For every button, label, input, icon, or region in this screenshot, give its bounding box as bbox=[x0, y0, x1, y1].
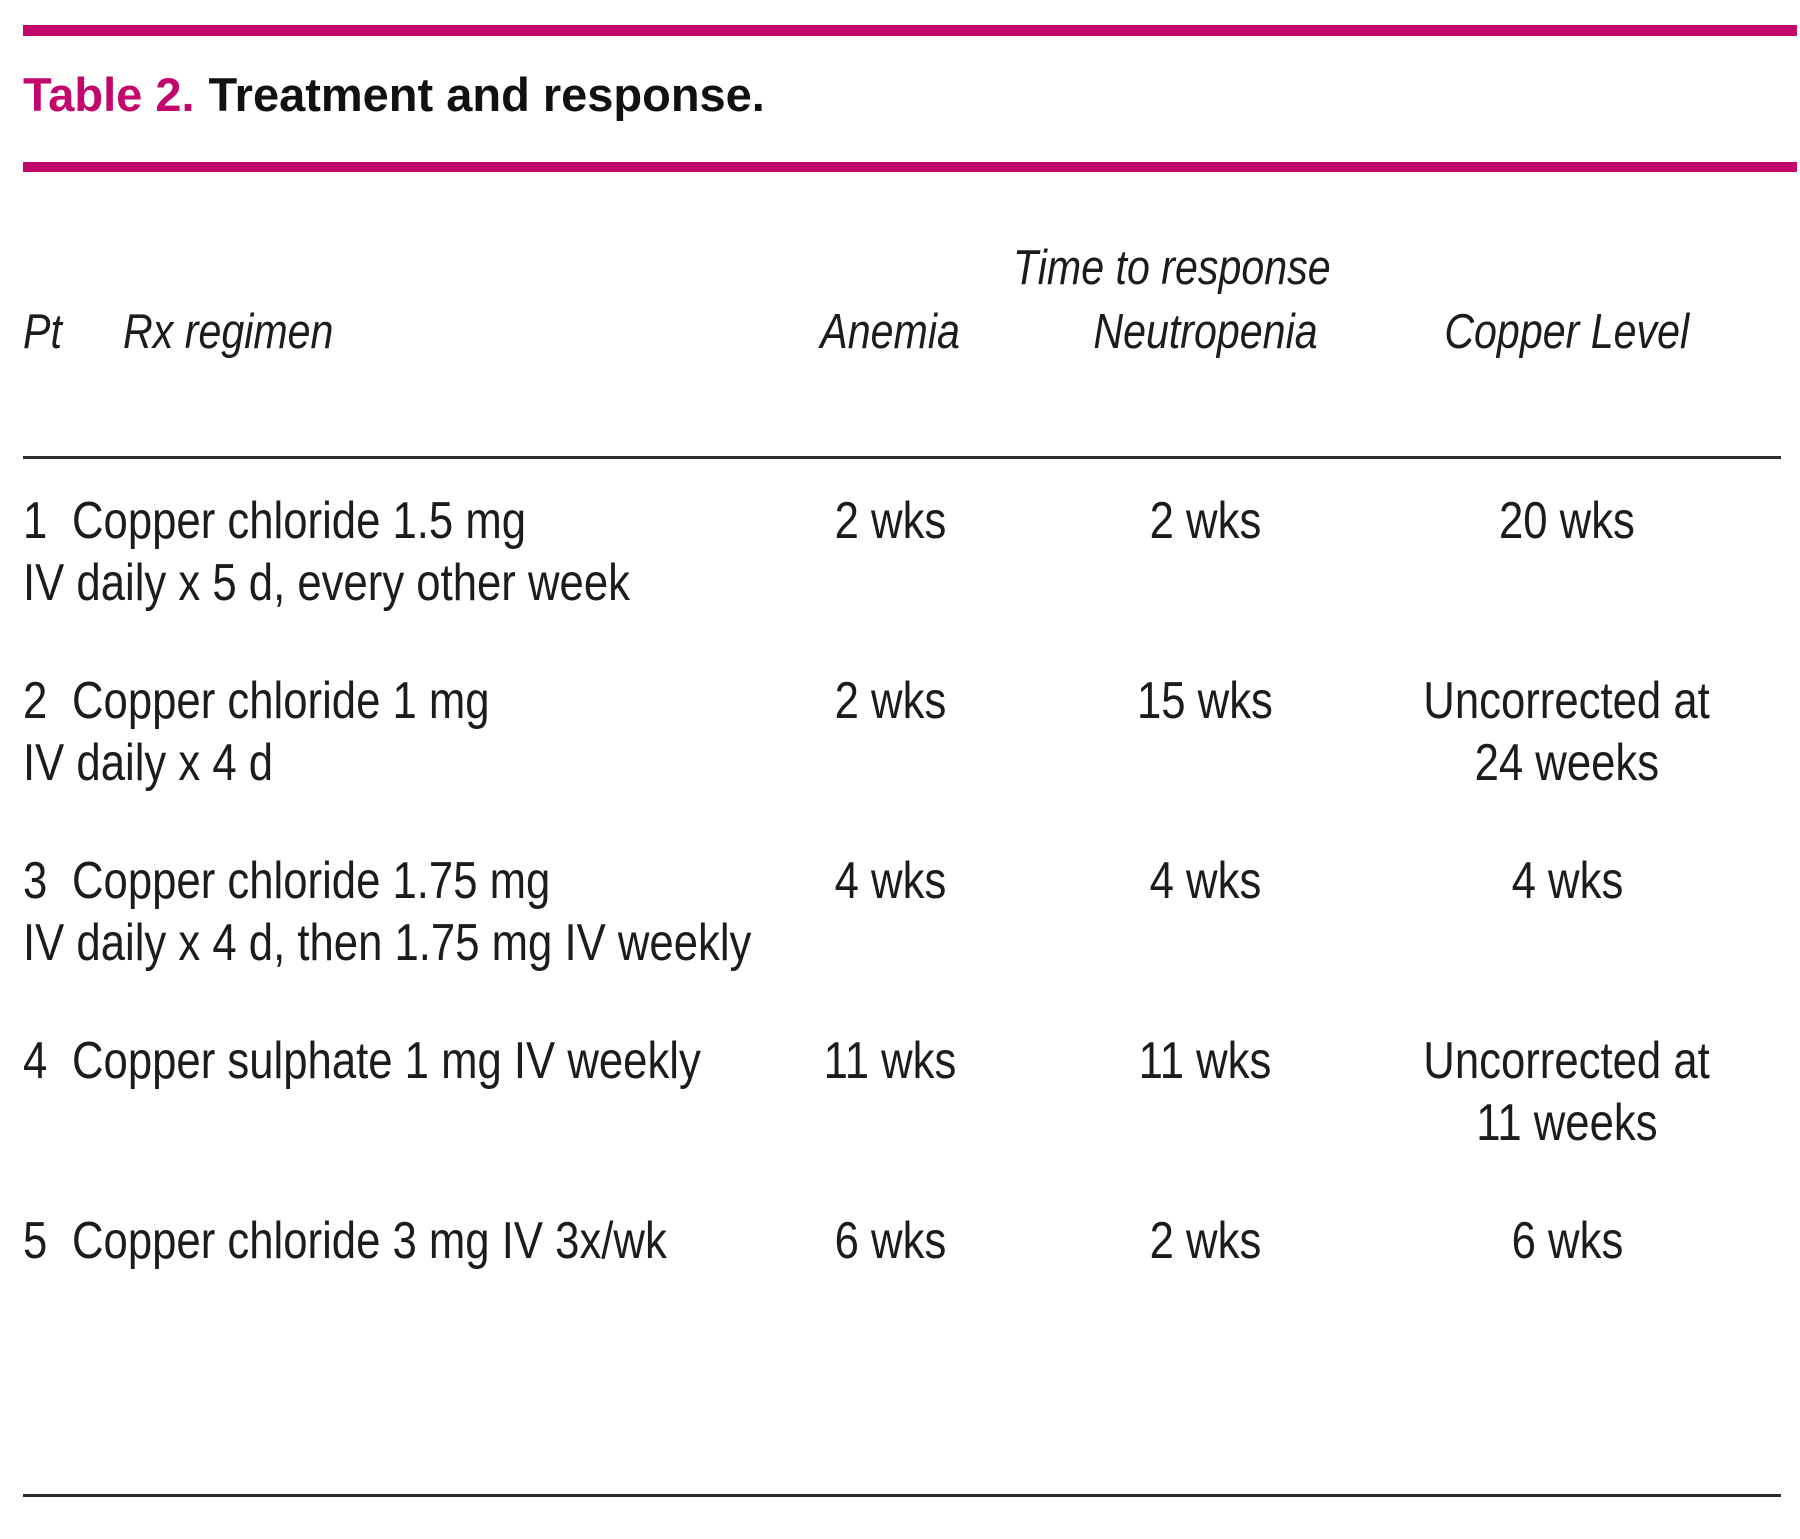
cell-pt: 4 bbox=[23, 1032, 48, 1090]
anemia-value: 2 wks bbox=[834, 672, 946, 730]
cell-regimen: 1 Copper chloride 1.5 mg bbox=[23, 490, 720, 552]
column-header-pt: Pt bbox=[23, 305, 62, 359]
cell-neutropenia: 2 wks bbox=[1060, 1210, 1350, 1272]
copper-value-line1: 20 wks bbox=[1499, 492, 1635, 550]
anemia-value: 6 wks bbox=[834, 1212, 946, 1270]
copper-value-line1: Uncorrected at bbox=[1423, 1032, 1711, 1090]
table-row: 4 Copper sulphate 1 mg IV weekly 11 wks 1… bbox=[0, 1030, 1800, 1154]
cell-regimen-line1: Copper chloride 1.5 mg bbox=[72, 492, 527, 550]
header-cell-pt-regimen: Pt Rx regimen bbox=[23, 302, 720, 362]
bottom-rule bbox=[23, 1494, 1781, 1497]
cell-regimen-line1: Copper sulphate 1 mg IV weekly bbox=[72, 1032, 701, 1090]
neutropenia-value: 15 wks bbox=[1137, 672, 1273, 730]
top-accent-bar bbox=[23, 25, 1797, 36]
cell-copper-line2: 11 weeks bbox=[1350, 1092, 1784, 1154]
table-row: 2 Copper chloride 1 mg 2 wks 15 wks Uncor… bbox=[0, 670, 1800, 794]
cell-copper-line2 bbox=[1350, 552, 1784, 614]
table-row: 5 Copper chloride 3 mg IV 3x/wk 6 wks 2 w… bbox=[0, 1210, 1800, 1272]
cell-regimen-line2: IV daily x 4 d bbox=[23, 732, 720, 794]
header-rule bbox=[23, 456, 1781, 459]
table-row: 1 Copper chloride 1.5 mg 2 wks 2 wks 20 w… bbox=[0, 490, 1800, 614]
cell-pt: 5 bbox=[23, 1212, 48, 1270]
group-header-row: Time to response bbox=[0, 238, 1800, 298]
cell-copper-line2: 24 weeks bbox=[1350, 732, 1784, 794]
table-body: 1 Copper chloride 1.5 mg 2 wks 2 wks 20 w… bbox=[0, 490, 1800, 1328]
cell-regimen-line1: Copper chloride 1 mg bbox=[72, 672, 490, 730]
anemia-value: 11 wks bbox=[823, 1032, 957, 1090]
cell-copper: Uncorrected at bbox=[1350, 670, 1784, 732]
cell-neutropenia: 4 wks bbox=[1060, 850, 1350, 912]
cell-anemia: 2 wks bbox=[720, 670, 1060, 732]
table-title-label: Table 2. bbox=[23, 68, 195, 121]
anemia-value: 4 wks bbox=[834, 852, 946, 910]
copper-value-line1: 6 wks bbox=[1511, 1212, 1623, 1270]
copper-value-line2: 11 weeks bbox=[1476, 1094, 1658, 1152]
header-cell-anemia: Anemia bbox=[720, 302, 1060, 362]
column-header-regimen: Rx regimen bbox=[123, 305, 334, 359]
table-title: Table 2. Treatment and response. bbox=[23, 66, 765, 124]
column-header-neutropenia: Neutropenia bbox=[1092, 305, 1318, 359]
cell-regimen-line2: IV daily x 4 d, then 1.75 mg IV weekly bbox=[23, 912, 751, 974]
cell-pt: 2 bbox=[23, 672, 48, 730]
cell-regimen-line1: Copper chloride 1.75 mg bbox=[72, 852, 551, 910]
cell-regimen-line2 bbox=[23, 1092, 720, 1154]
table-title-text: Treatment and response. bbox=[208, 68, 765, 121]
regimen-line2-text: IV daily x 4 d, then 1.75 mg IV weekly bbox=[23, 914, 752, 972]
anemia-value: 2 wks bbox=[834, 492, 946, 550]
cell-copper: 4 wks bbox=[1350, 850, 1784, 912]
cell-regimen: 3 Copper chloride 1.75 mg bbox=[23, 850, 720, 912]
neutropenia-value: 2 wks bbox=[1149, 1212, 1261, 1270]
cell-anemia: 11 wks bbox=[720, 1030, 1060, 1092]
cell-pt: 3 bbox=[23, 852, 48, 910]
cell-neutropenia: 2 wks bbox=[1060, 490, 1350, 552]
cell-copper: Uncorrected at bbox=[1350, 1030, 1784, 1092]
copper-value-line1: 4 wks bbox=[1511, 852, 1623, 910]
cell-neutropenia: 15 wks bbox=[1060, 670, 1350, 732]
cell-regimen: 2 Copper chloride 1 mg bbox=[23, 670, 720, 732]
cell-anemia: 6 wks bbox=[720, 1210, 1060, 1272]
neutropenia-value: 11 wks bbox=[1138, 1032, 1272, 1090]
neutropenia-value: 4 wks bbox=[1149, 852, 1261, 910]
header-cell-copper-level: Copper Level bbox=[1350, 302, 1784, 362]
title-accent-bar bbox=[23, 162, 1797, 172]
header-cell-neutropenia: Neutropenia bbox=[1060, 302, 1350, 362]
copper-value-line2: 24 weeks bbox=[1474, 734, 1660, 792]
cell-copper: 20 wks bbox=[1350, 490, 1784, 552]
cell-regimen-line1: Copper chloride 3 mg IV 3x/wk bbox=[72, 1212, 667, 1270]
copper-value-line1: Uncorrected at bbox=[1423, 672, 1711, 730]
cell-regimen: 5 Copper chloride 3 mg IV 3x/wk bbox=[23, 1210, 720, 1272]
table-row: 3 Copper chloride 1.75 mg 4 wks 4 wks 4 w… bbox=[0, 850, 1800, 974]
cell-anemia: 2 wks bbox=[720, 490, 1060, 552]
column-header-anemia: Anemia bbox=[820, 305, 960, 359]
neutropenia-value: 2 wks bbox=[1149, 492, 1261, 550]
cell-pt: 1 bbox=[23, 492, 48, 550]
cell-copper: 6 wks bbox=[1350, 1210, 1784, 1272]
cell-neutropenia: 11 wks bbox=[1060, 1030, 1350, 1092]
group-header-time-to-response: Time to response bbox=[1013, 241, 1331, 295]
cell-anemia: 4 wks bbox=[720, 850, 1060, 912]
regimen-line2-text: IV daily x 4 d bbox=[23, 734, 274, 792]
cell-regimen: 4 Copper sulphate 1 mg IV weekly bbox=[23, 1030, 720, 1092]
regimen-line2-text: IV daily x 5 d, every other week bbox=[23, 554, 630, 612]
cell-copper-line2 bbox=[1350, 912, 1784, 974]
column-header-row: Pt Rx regimen Anemia Neutropenia Copper L… bbox=[0, 302, 1800, 362]
cell-regimen-line2: IV daily x 5 d, every other week bbox=[23, 552, 720, 614]
column-header-copper-level: Copper Level bbox=[1444, 305, 1690, 359]
